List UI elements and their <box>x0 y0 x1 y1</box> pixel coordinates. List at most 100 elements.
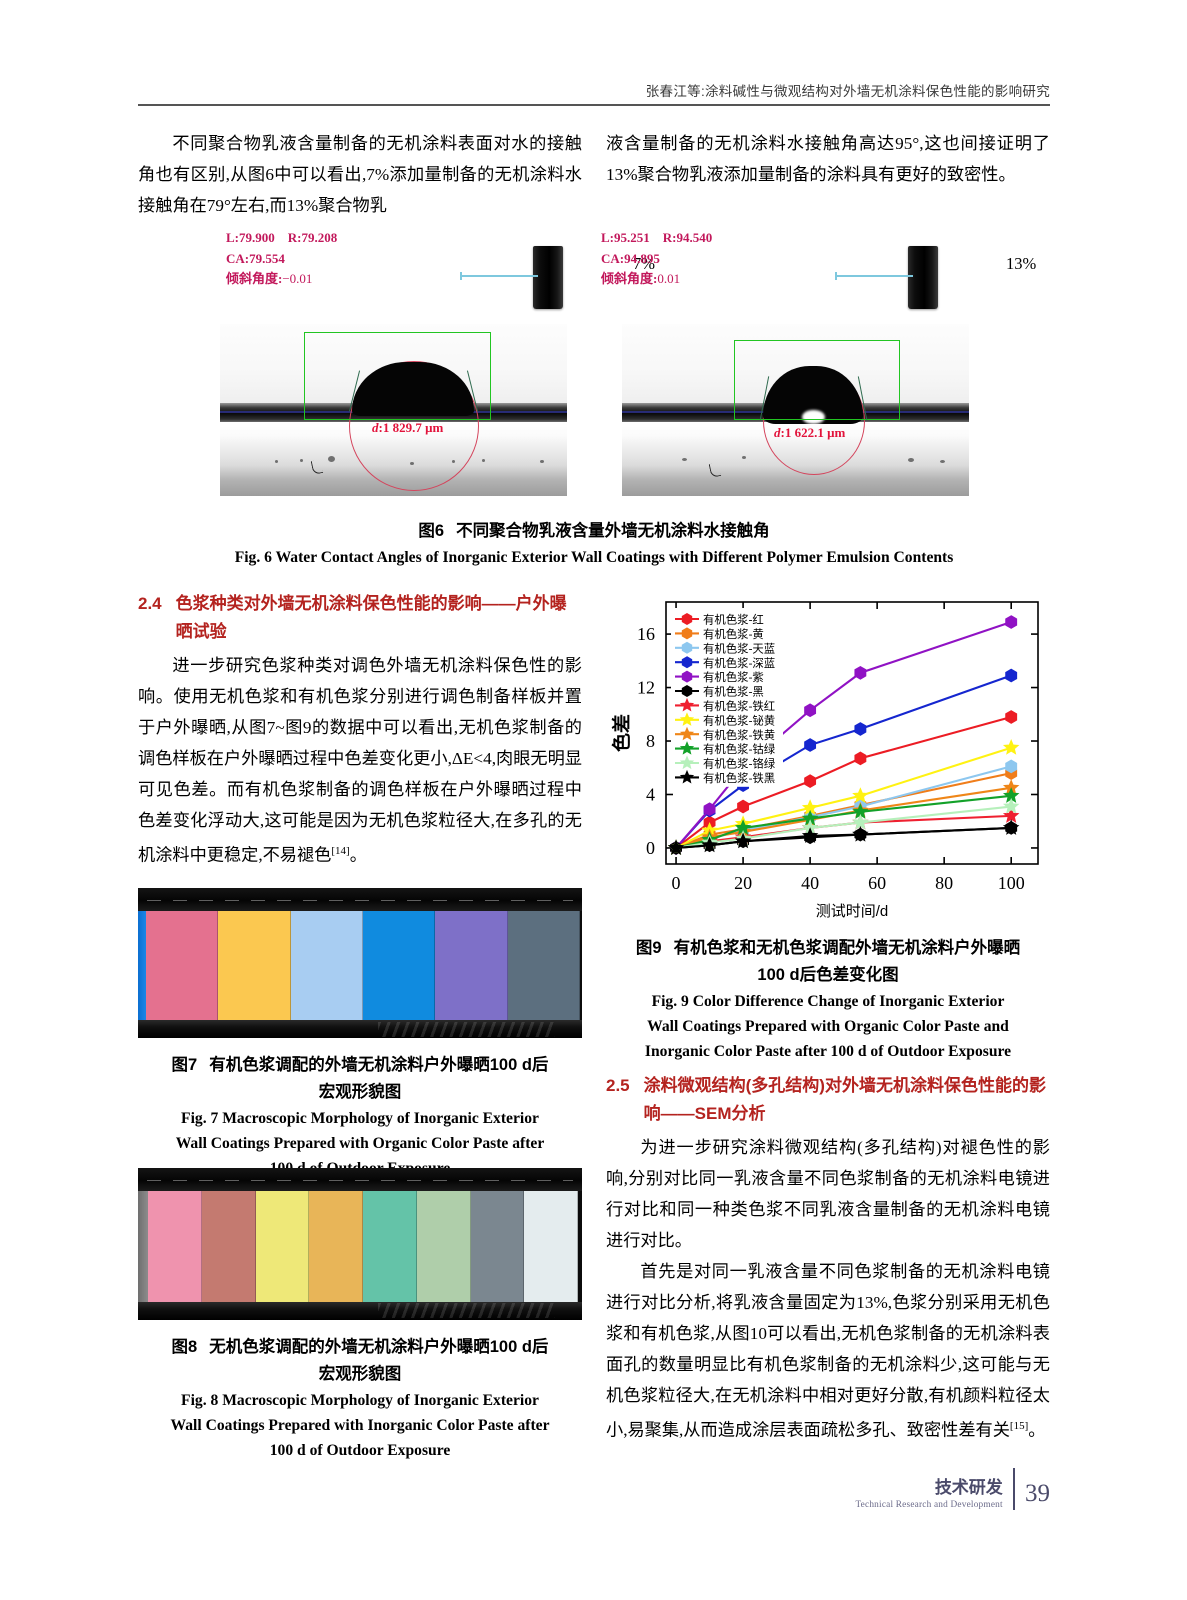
color-swatch <box>507 910 580 1020</box>
photo-bottom-edge-7 <box>138 1020 582 1038</box>
left-tilt-value: −0.01 <box>282 271 313 286</box>
legend-label: 有机色浆-铬绿 <box>703 757 776 771</box>
figure-8: 图8 无机色浆调配的外墙无机涂料户外曝晒100 d后 宏观形貌图 Fig. 8 M… <box>138 1168 582 1463</box>
figure-7-caption-en-2: Wall Coatings Prepared with Organic Colo… <box>175 1135 545 1152</box>
legend-marker-hexagon <box>681 684 693 698</box>
series-line <box>675 826 1012 850</box>
figure-9-caption-cn: 图9 有机色浆和无机色浆调配外墙无机涂料户外曝晒 <box>635 939 1021 957</box>
needle-tube-right <box>908 246 938 309</box>
figure-7-caption-cn: 图7 有机色浆调配的外墙无机涂料户外曝晒100 d后 <box>171 1056 549 1074</box>
series-marker-star <box>852 787 869 803</box>
footer-divider <box>1012 1468 1015 1510</box>
page-header: 张春江等:涂料碱性与微观结构对外墙无机涂料保色性能的影响研究 <box>138 80 1050 106</box>
y-tick-label: 12 <box>637 678 655 698</box>
legend-marker-hexagon <box>681 612 693 626</box>
photo-top-edge-8 <box>138 1168 582 1191</box>
series-marker-star <box>1002 739 1020 755</box>
figure-7: 图7 有机色浆调配的外墙无机涂料户外曝晒100 d后 宏观形貌图 Fig. 7 M… <box>138 888 582 1181</box>
right-tilt-label: 倾斜角度: <box>601 271 658 286</box>
series-marker-hexagon <box>854 722 867 736</box>
figure-6: L:79.900 R:79.208 CA:79.554 倾斜角度:−0.01 7… <box>138 228 1050 570</box>
y-tick-label: 8 <box>646 731 655 751</box>
x-tick-label: 100 <box>998 873 1025 893</box>
legend-marker-hexagon <box>681 670 693 683</box>
section-2-5-heading: 2.5 涂料微观结构(多孔结构)对外墙无机涂料保色性能的影响——SEM分析 <box>606 1072 1050 1128</box>
legend-marker-star <box>679 726 695 741</box>
legend-label: 有机色浆-天蓝 <box>703 641 775 655</box>
left-paragraph-2: 进一步研究色浆种类对调色外墙无机涂料保色性的影响。使用无机色浆和有机色浆分别进行… <box>138 656 582 865</box>
legend-label: 有机色浆-紫 <box>703 670 764 684</box>
legend-label: 有机色浆-铋黄 <box>703 713 775 727</box>
series-marker-hexagon <box>804 703 817 718</box>
left-sample-percent: 7% <box>633 254 655 273</box>
legend-label: 有机色浆-黄 <box>703 627 764 641</box>
left-CA-value: CA:79.554 <box>226 250 285 266</box>
left-tilt-label: 倾斜角度: <box>226 271 283 286</box>
figure-9-caption-cn-2: 100 d后色差变化图 <box>757 966 899 984</box>
droplet-diameter-label-left: d:1 829.7 μm <box>372 420 444 435</box>
right-tilt-value: 0.01 <box>657 271 681 286</box>
fit-circle-left <box>349 361 479 491</box>
series-marker-hexagon <box>804 738 817 752</box>
series-marker-hexagon <box>1005 615 1018 629</box>
series-marker-star <box>801 827 819 843</box>
header-divider <box>138 104 1050 106</box>
needle-pointer-right <box>835 272 913 279</box>
droplet-highlight-right <box>802 410 825 424</box>
right-paragraph-3: 首先是对同一乳液含量不同色浆制备的无机涂料电镜进行对比分析,将乳液含量固定为13… <box>606 1262 1050 1440</box>
photo-watermark-7 <box>377 1021 556 1037</box>
figure-7-caption-en-1: Fig. 7 Macroscopic Morphology of Inorgan… <box>181 1110 539 1127</box>
photo-top-edge-7 <box>138 888 582 911</box>
x-tick-label: 20 <box>734 873 752 893</box>
droplet-micrographs: d:1 829.7 μm <box>138 324 1050 496</box>
contact-angle-readout-left: L:79.900 R:79.208 CA:79.554 倾斜角度:−0.01 <box>226 228 337 290</box>
color-swatch <box>148 1190 202 1302</box>
page-footer: 技术研发 Technical Research and Development … <box>606 1468 1050 1510</box>
series-marker-hexagon <box>854 751 867 766</box>
running-title: 张春江等:涂料碱性与微观结构对外墙无机涂料保色性能的影响研究 <box>645 84 1050 99</box>
x-axis-label: 测试时间/d <box>816 903 889 920</box>
figure-8-caption-en-3: 100 d of Outdoor Exposure <box>269 1442 451 1459</box>
color-swatch <box>201 1190 256 1302</box>
figure-8-swatch-strip <box>148 1190 578 1302</box>
legend-label: 有机色浆-铁黑 <box>703 771 775 785</box>
figure-6-caption-cn: 图6 不同聚合物乳液含量外墙无机涂料水接触角 <box>418 522 770 540</box>
photo-left-edge-7 <box>138 910 146 1020</box>
section-2-4-title: 色浆种类对外墙无机涂料保色性能的影响——户外曝晒试验 <box>175 594 567 641</box>
footer-section-cn: 技术研发 <box>934 1478 1003 1497</box>
color-swatch <box>290 910 363 1020</box>
color-swatch <box>218 910 291 1020</box>
syringe-needle-left <box>460 246 563 309</box>
legend-marker-star <box>679 697 695 712</box>
section-2-4-block: 2.4 色浆种类对外墙无机涂料保色性能的影响——户外曝晒试验 进一步研究色浆种类… <box>138 590 582 871</box>
needle-tube-left <box>533 246 563 309</box>
page-number: 39 <box>1025 1480 1050 1507</box>
series-marker-hexagon <box>1005 668 1018 683</box>
figure-9-caption-en-1: Fig. 9 Color Difference Change of Inorga… <box>651 993 1005 1010</box>
series-marker-star <box>701 836 718 853</box>
right-R-value: R:94.540 <box>662 230 713 245</box>
chart-series <box>667 819 1020 855</box>
y-tick-label: 4 <box>646 784 655 804</box>
figure-7-photo <box>138 888 582 1038</box>
right-sample-percent: 13% <box>1006 254 1037 273</box>
section-2-5-number: 2.5 <box>606 1076 630 1095</box>
x-tick-label: 40 <box>801 873 819 893</box>
section-2-4-heading: 2.4 色浆种类对外墙无机涂料保色性能的影响——户外曝晒试验 <box>138 590 582 646</box>
color-swatch <box>255 1190 310 1302</box>
figure-9-caption-en-2: Wall Coatings Prepared with Organic Colo… <box>647 1018 1009 1035</box>
legend-marker-star <box>679 755 695 770</box>
figure-8-caption-cn: 图8 无机色浆调配的外墙无机涂料户外曝晒100 d后 <box>171 1338 549 1356</box>
right-column-intro: 液含量制备的无机涂料水接触角高达95°,这也间接证明了13%聚合物乳液添加量制备… <box>606 128 1050 190</box>
footer-section-en: Technical Research and Development <box>855 1500 1003 1510</box>
figure-7-caption-cn-2: 宏观形貌图 <box>318 1083 402 1101</box>
series-marker-hexagon <box>854 665 867 680</box>
legend-label: 有机色浆-深蓝 <box>703 656 775 670</box>
left-L-value: L:79.900 <box>226 230 275 245</box>
color-swatch <box>362 910 436 1020</box>
chart-legend: 有机色浆-红有机色浆-黄有机色浆-天蓝有机色浆-深蓝有机色浆-紫有机色浆-黑有机… <box>671 608 783 787</box>
legend-label: 有机色浆-钴绿 <box>703 742 776 756</box>
roi-box-right <box>734 340 900 420</box>
photo-left-edge-8 <box>138 1190 148 1302</box>
